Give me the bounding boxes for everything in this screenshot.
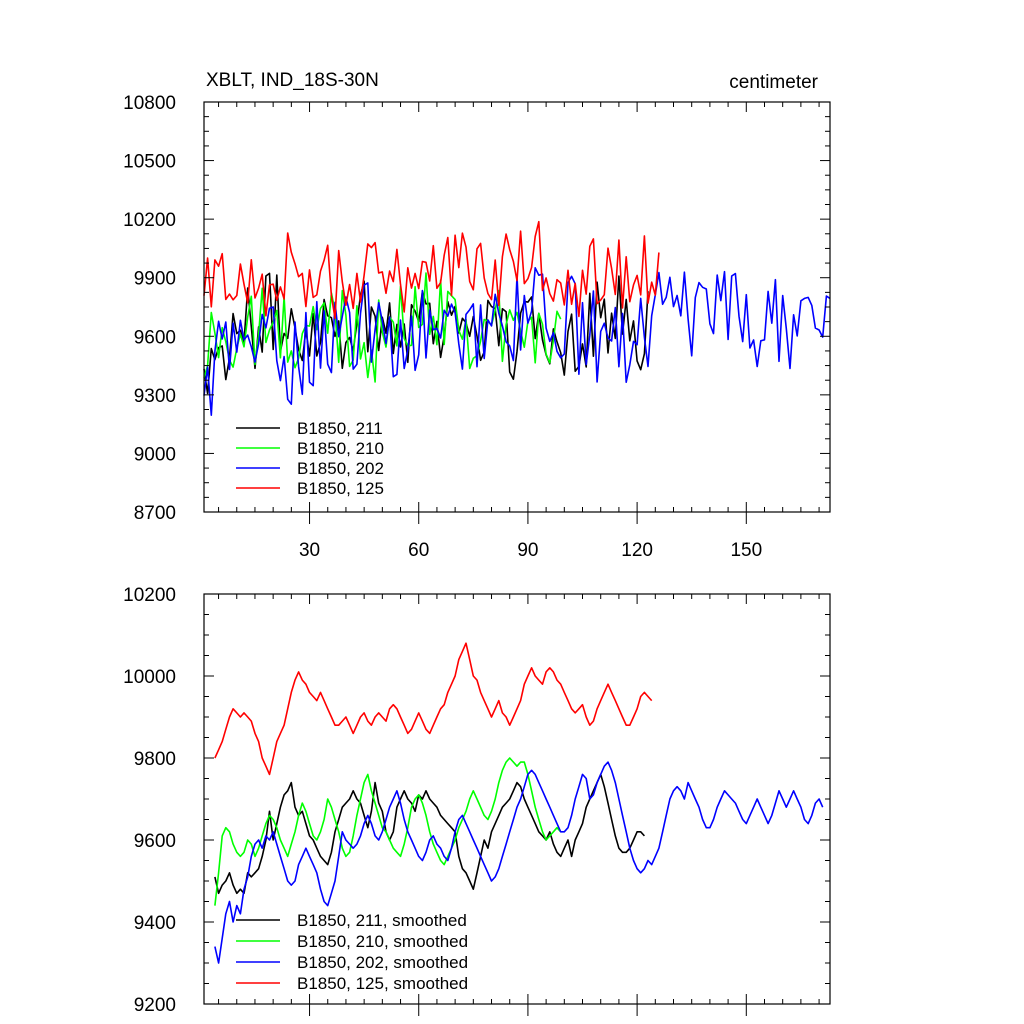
bottom-panel: 9200 9400 9600 9800 10000 10200 B1850, 211, sm… [123, 585, 831, 1016]
legend-label: B1850, 202, smoothed [297, 953, 468, 972]
x-tick-label: 150 [730, 540, 762, 561]
x-tick-label: 120 [621, 540, 653, 561]
series-line-1-0 [214, 773, 645, 895]
y-tick-label: 9900 [134, 269, 176, 290]
x-tick-label: 90 [517, 540, 538, 561]
legend-label: B1850, 125, smoothed [297, 974, 468, 993]
y-tick-label: 9300 [134, 386, 176, 407]
legend-label: B1850, 210, smoothed [297, 932, 468, 951]
x-tick-label: 30 [299, 540, 320, 561]
series-line-1-3 [214, 642, 653, 776]
y-tick-label: 8700 [134, 503, 176, 524]
chart-title: XBLT, IND_18S-30N [206, 70, 379, 91]
y-tick-label: 9600 [134, 831, 176, 852]
legend-label: B1850, 211 [297, 419, 383, 438]
series-line-0-3 [203, 220, 660, 320]
x-tick-label: 60 [408, 540, 429, 561]
units-label: centimeter [729, 72, 818, 93]
y-tick-label: 10800 [123, 93, 176, 114]
y-tick-label: 9000 [134, 444, 176, 465]
legend-label: B1850, 210 [297, 439, 384, 458]
series-line-0-1 [203, 272, 562, 383]
y-tick-label: 9400 [134, 913, 176, 934]
y-tick-label: 9200 [134, 995, 176, 1016]
y-tick-label: 10200 [123, 210, 176, 231]
legend-label: B1850, 202 [297, 459, 384, 478]
series-line-1-1 [214, 757, 562, 906]
series-line-1-2 [214, 761, 824, 964]
y-tick-label: 10000 [123, 667, 176, 688]
legend-label: B1850, 211, smoothed [297, 911, 467, 930]
y-tick-label: 10500 [123, 152, 176, 173]
y-tick-label: 9800 [134, 749, 176, 770]
top-panel: 8700 9000 9300 9600 9900 10200 10500 10800 30 60 9… [123, 70, 831, 561]
series-line-0-0 [203, 272, 649, 395]
y-tick-label: 10200 [123, 585, 176, 606]
legend-label: B1850, 125 [297, 479, 384, 498]
y-tick-label: 9600 [134, 327, 176, 348]
